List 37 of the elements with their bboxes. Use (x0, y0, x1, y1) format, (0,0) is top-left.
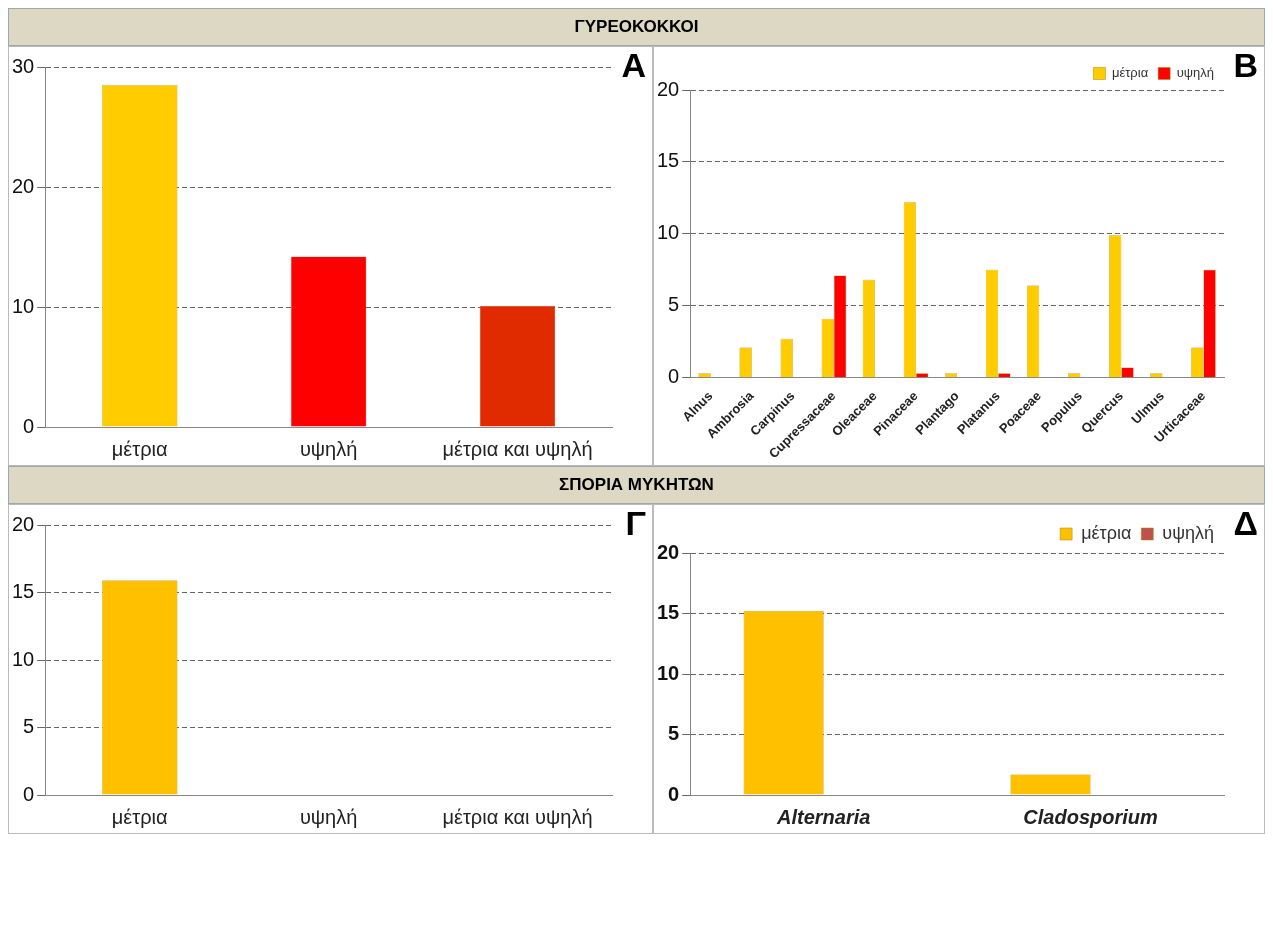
y-tick-label: 20 (12, 512, 35, 535)
y-tick-label: 15 (657, 149, 680, 172)
y-tick-label: 10 (12, 647, 35, 670)
x-tick-label: μέτρια και υψηλή (442, 437, 593, 460)
y-tick-label: 30 (12, 54, 35, 77)
y-tick-label: 5 (668, 293, 680, 316)
y-tick-label: 5 (23, 715, 35, 738)
y-tick-label: 10 (657, 661, 680, 684)
y-tick-label: 5 (668, 722, 680, 745)
y-tick-label: 20 (12, 174, 35, 197)
text: A (621, 46, 646, 85)
y-tick-label: 0 (23, 414, 35, 437)
legend-label: μέτρια (1081, 522, 1132, 543)
legend-label: υψηλή (1176, 65, 1215, 81)
text: B (1233, 46, 1258, 85)
chart-title: ΣΠΟΡΙΑ ΜΥΚΗΤΩΝ (559, 475, 714, 495)
x-tick-label: μέτρια (111, 805, 168, 828)
chart-title: ΓΥΡΕΟΚΟΚΚΟΙ (574, 17, 699, 37)
y-tick-label: 0 (23, 782, 35, 805)
text: Γ (625, 504, 646, 543)
x-tick-label: μέτρια και υψηλή (442, 805, 593, 828)
y-tick-label: 10 (657, 221, 680, 244)
y-tick-label: 15 (12, 580, 35, 603)
legend-label: μέτρια (1111, 65, 1149, 81)
y-tick-label: 0 (668, 365, 680, 388)
y-tick-label: 20 (657, 540, 680, 563)
x-tick-label: Alternaria (776, 805, 871, 828)
x-tick-label: Cladosporium (1023, 805, 1158, 828)
x-tick-label: υψηλή (299, 805, 358, 828)
legend-label: υψηλή (1162, 522, 1215, 543)
y-tick-label: 0 (668, 782, 680, 805)
x-tick-label: μέτρια (111, 437, 168, 460)
y-tick-label: 10 (12, 294, 35, 317)
y-tick-label: 15 (657, 601, 680, 624)
x-tick-label: υψηλή (299, 437, 358, 460)
text: Δ (1233, 504, 1258, 543)
y-tick-label: 20 (657, 77, 680, 100)
